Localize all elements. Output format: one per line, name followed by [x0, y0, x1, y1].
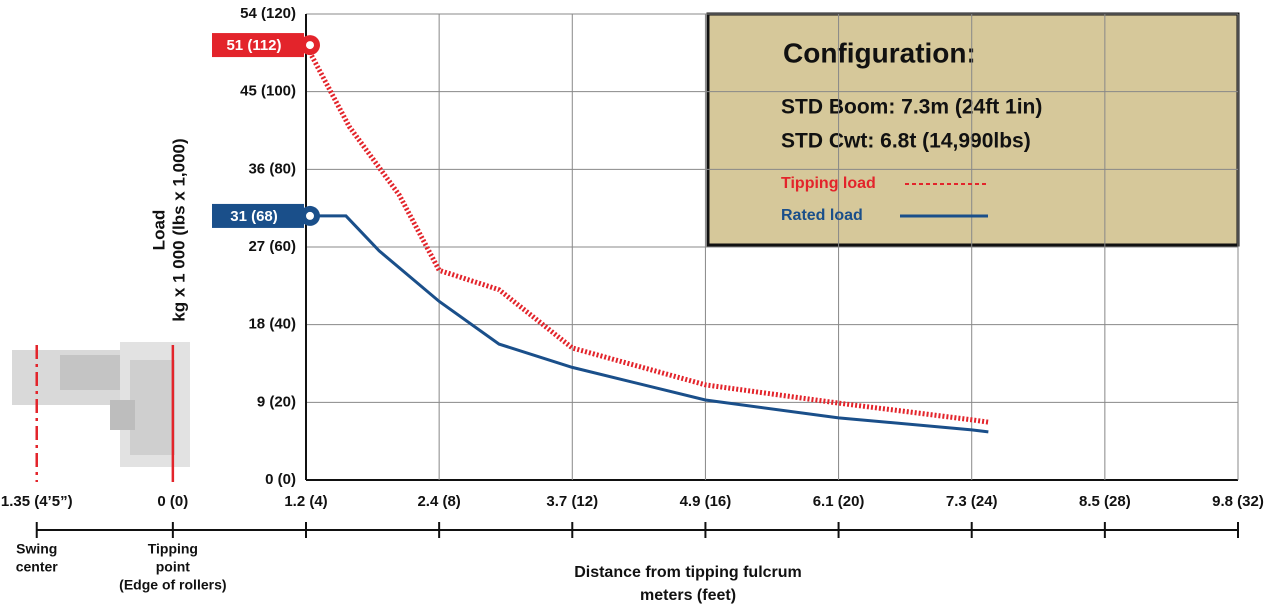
grid — [305, 13, 1239, 481]
x-tick-label: 9.8 (32) — [1212, 493, 1264, 510]
reference-label: point — [156, 559, 191, 575]
x-tick-label: 3.7 (12) — [546, 493, 598, 510]
annotation-dot-inner — [306, 211, 314, 220]
annotation-dot-inner — [306, 41, 314, 50]
series-line — [306, 214, 989, 434]
y-tick-label: 45 (100) — [240, 83, 296, 100]
machine-illustration — [12, 342, 190, 467]
x-tick-label: 6.1 (20) — [813, 493, 865, 510]
x-axis-title: Distance from tipping fulcrum — [574, 564, 802, 581]
config-title: Configuration: — [783, 37, 976, 68]
reference-label: (Edge of rollers) — [119, 577, 226, 593]
x-tick-label: 1.35 (4’5”) — [1, 493, 73, 510]
config-box — [706, 12, 1240, 247]
x-tick-label: 7.3 (24) — [946, 493, 998, 510]
y-tick-label: 36 (80) — [248, 160, 296, 177]
x-axis-title: meters (feet) — [640, 587, 736, 604]
config-line: STD Cwt: 6.8t (14,990lbs) — [781, 130, 1031, 153]
annotation-tag — [212, 33, 304, 58]
reference-label: Tipping — [148, 541, 198, 557]
x-tick-label: 2.4 (8) — [417, 493, 460, 510]
annotation-label: 51 (112) — [226, 37, 281, 54]
reference-label: center — [16, 559, 59, 575]
y-tick-label: 0 (0) — [265, 471, 296, 488]
x-tick-label: 8.5 (28) — [1079, 493, 1131, 510]
y-tick-label: 27 (60) — [248, 238, 296, 255]
legend-label: Rated load — [781, 207, 863, 224]
y-tick-label: 54 (120) — [240, 5, 296, 22]
reference-label: Swing — [16, 541, 57, 557]
legend-label: Tipping load — [781, 175, 876, 192]
config-line: STD Boom: 7.3m (24ft 1in) — [781, 96, 1042, 119]
y-tick-label: 18 (40) — [248, 316, 296, 333]
y-tick-label: 9 (20) — [257, 393, 296, 410]
y-axis-title: Load — [149, 210, 168, 251]
annotation-label: 31 (68) — [230, 208, 278, 225]
x-tick-label: 4.9 (16) — [680, 493, 732, 510]
x-tick-label: 0 (0) — [157, 493, 188, 510]
annotation-tag — [212, 203, 304, 228]
y-axis-title: kg x 1 000 (lbs x 1,000) — [169, 138, 188, 321]
x-tick-label: 1.2 (4) — [284, 493, 327, 510]
